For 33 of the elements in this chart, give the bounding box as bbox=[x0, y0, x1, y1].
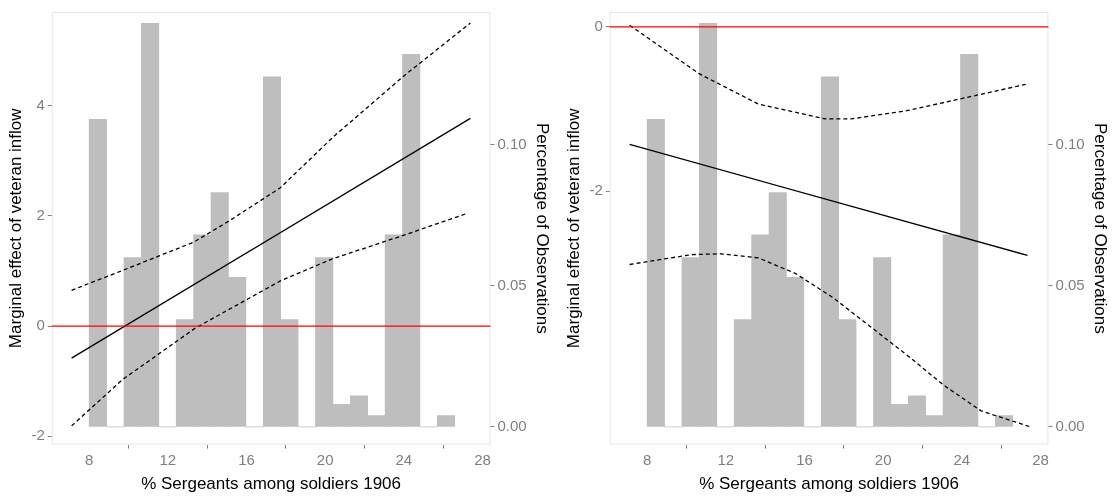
x-tick-label: 24 bbox=[395, 450, 413, 468]
x-axis-title: % Sergeants among soldiers 1906 bbox=[141, 474, 402, 494]
x-tick-label: 12 bbox=[717, 450, 735, 468]
x-tick-label: 20 bbox=[316, 450, 334, 468]
y-axis-title: Marginal effect of veteran inflow bbox=[5, 107, 25, 349]
y2-tick-label: 0.05 bbox=[497, 275, 527, 293]
y2-tick-label: 0.05 bbox=[1055, 275, 1085, 293]
y2-tick-label: 0.00 bbox=[497, 416, 527, 434]
x-axis-title: % Sergeants among soldiers 1906 bbox=[699, 474, 960, 494]
line-series bbox=[628, 24, 1027, 120]
x-tick-label: 16 bbox=[238, 450, 255, 468]
line-series bbox=[628, 253, 1030, 428]
x-tick-label: 16 bbox=[796, 450, 813, 468]
x-tick-label: 20 bbox=[874, 450, 892, 468]
line-series bbox=[70, 22, 471, 291]
y2-axis-title: Percentage of Observations bbox=[1091, 122, 1111, 334]
x-tick-label: 24 bbox=[953, 450, 971, 468]
y2-tick-label: 0.10 bbox=[1055, 134, 1085, 152]
x-tick-label: 28 bbox=[1032, 450, 1049, 468]
x-tick-label: 12 bbox=[159, 450, 177, 468]
x-tick-label: 8 bbox=[84, 450, 94, 468]
y-axis-title: Marginal effect of veteran inflow bbox=[563, 107, 583, 349]
y-tick-label: 0 bbox=[36, 316, 45, 334]
y2-tick-label: 0.10 bbox=[497, 134, 527, 152]
y-tick-label: 4 bbox=[36, 95, 45, 113]
x-tick-label: 28 bbox=[474, 450, 491, 468]
y2-tick-label: 0.00 bbox=[1055, 416, 1085, 434]
x-tick-label: 8 bbox=[642, 450, 652, 468]
y-tick-label: 0 bbox=[594, 16, 603, 34]
y-tick-label: 2 bbox=[36, 206, 45, 224]
y-tick-label: -2 bbox=[31, 426, 45, 444]
y2-axis-title: Percentage of Observations bbox=[533, 122, 553, 334]
y-tick-label: -2 bbox=[589, 181, 603, 199]
